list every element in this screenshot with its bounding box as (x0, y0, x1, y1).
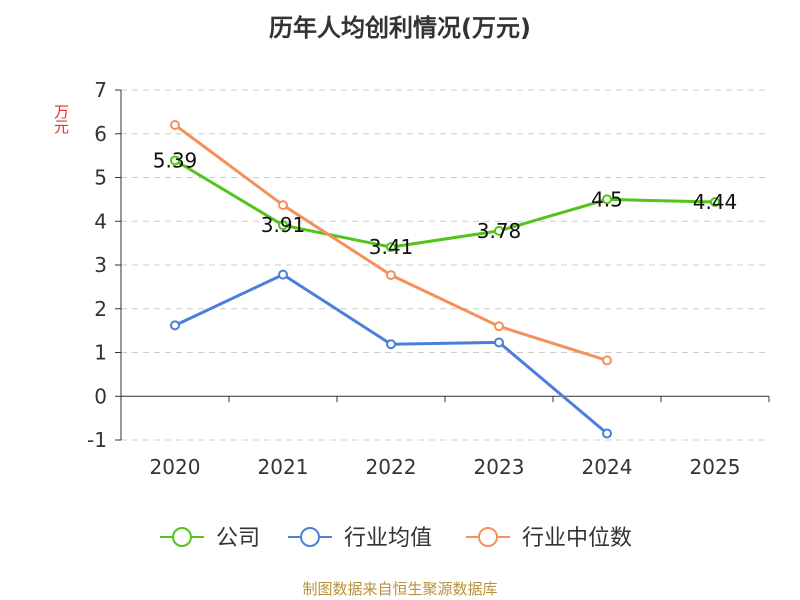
data-point (494, 225, 504, 236)
legend-label: 公司 (216, 526, 260, 551)
legend-label: 行业均值 (344, 526, 432, 551)
data-label: 3.78 (477, 219, 522, 243)
source-footer: 制图数据来自恒生聚源数据库 (302, 580, 498, 598)
y-tick-label: 4 (94, 209, 107, 233)
data-point (602, 355, 612, 366)
y-axis-unit: 万元 (52, 104, 70, 134)
data-label: 5.39 (153, 148, 198, 172)
legend-marker (300, 527, 320, 547)
legend: 公司 行业均值 行业中位数 (160, 526, 632, 551)
axes: -1 0 1 2 3 4 5 6 7 2020 2021 2022 2023 2024 2025 (87, 78, 770, 479)
data-point (278, 269, 288, 280)
y-tick-label: -1 (87, 428, 107, 452)
legend-item-2[interactable]: 行业中位数 (466, 526, 632, 551)
x-tick-label: 2021 (258, 455, 309, 479)
data-point (494, 321, 504, 332)
series-line-1 (174, 273, 608, 435)
data-point (170, 120, 180, 130)
data-point (278, 200, 288, 211)
data-point (602, 428, 612, 439)
data-point (386, 242, 396, 253)
legend-label: 行业中位数 (522, 526, 632, 551)
data-point (170, 155, 180, 166)
data-point (710, 197, 720, 207)
data-point (278, 220, 288, 231)
data-point (170, 320, 180, 331)
series-lines (170, 120, 720, 439)
data-label: 4.5 (591, 187, 623, 211)
grid-lines (121, 89, 769, 441)
x-tick-label: 2020 (150, 455, 201, 479)
data-label: 3.91 (261, 213, 306, 237)
data-point (602, 194, 612, 205)
y-tick-label: 0 (94, 384, 107, 408)
data-label: 4.44 (693, 190, 738, 214)
series-line-0 (174, 159, 716, 249)
legend-item-1[interactable]: 行业均值 (288, 526, 432, 551)
y-tick-label: 3 (94, 253, 107, 277)
x-tick-label: 2024 (582, 455, 633, 479)
legend-marker (478, 527, 498, 547)
y-tick-label: 7 (94, 78, 107, 102)
x-tick-label: 2023 (474, 455, 525, 479)
legend-marker (172, 527, 192, 547)
y-tick-label: 6 (94, 122, 107, 146)
chart-title: 历年人均创利情况(万元) (269, 14, 531, 42)
x-tick-label: 2022 (366, 455, 417, 479)
y-tick-label: 1 (94, 341, 107, 365)
data-labels: 5.39 3.91 3.41 3.78 4.5 4.44 (153, 148, 738, 259)
data-point (386, 339, 396, 350)
y-tick-label: 5 (94, 166, 107, 190)
data-label: 3.41 (369, 235, 414, 259)
data-point (494, 337, 504, 348)
x-tick-label: 2025 (690, 455, 741, 479)
data-point (386, 270, 396, 281)
y-tick-label: 2 (94, 297, 107, 321)
legend-item-0[interactable]: 公司 (160, 526, 260, 551)
